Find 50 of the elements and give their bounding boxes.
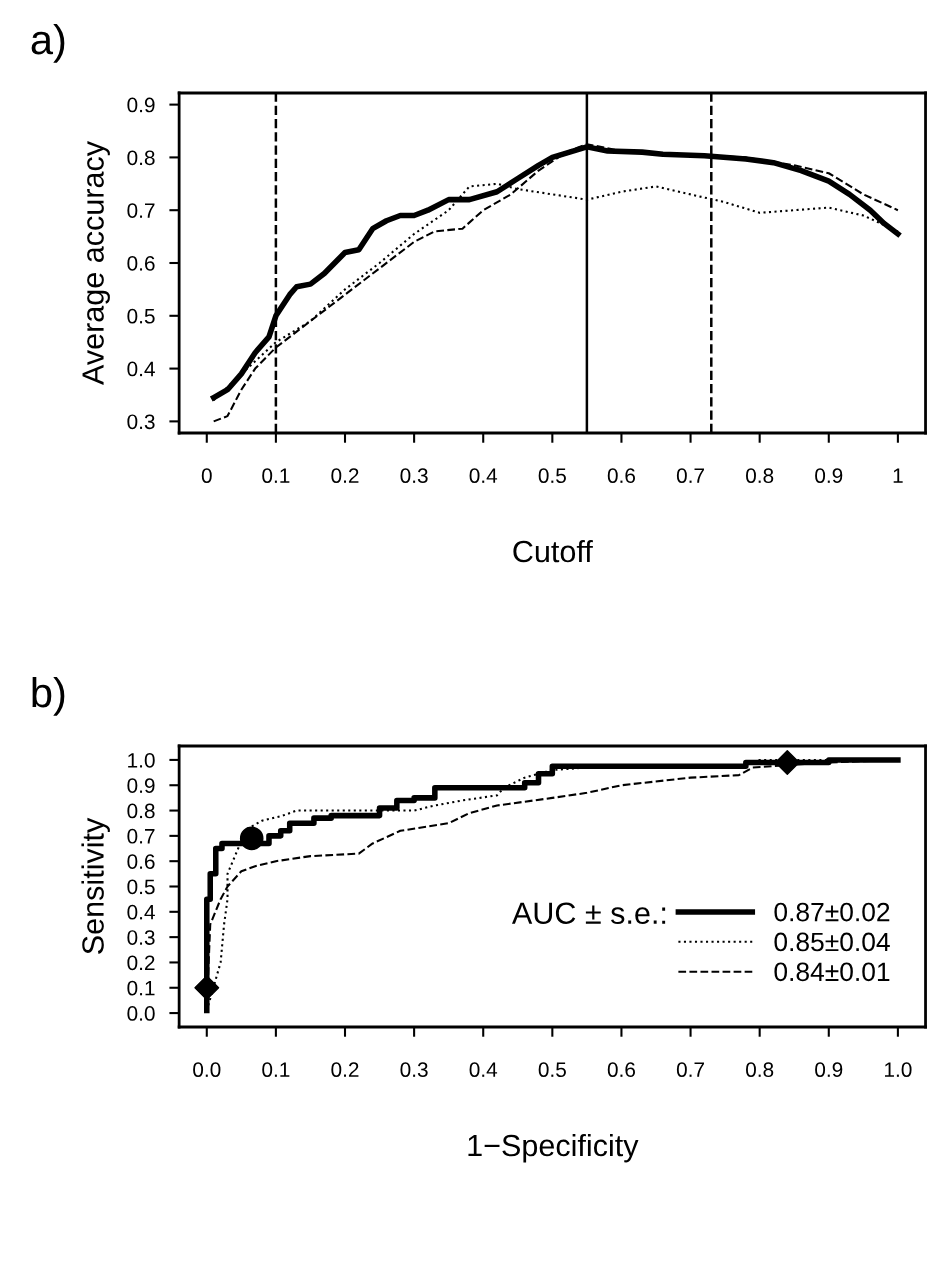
x-tick-label: 1 — [893, 468, 903, 483]
x-tick-label: 0.8 — [746, 468, 774, 484]
x-tick-label: 0.9 — [815, 1062, 843, 1078]
x-tick-label: 0.7 — [676, 468, 704, 484]
x-tick-label: 0.5 — [538, 468, 566, 484]
x-tick-label: 0.6 — [607, 1062, 636, 1078]
y-tick-label: 0.6 — [127, 256, 155, 271]
x-tick-label: 0.8 — [746, 1062, 774, 1078]
x-tick-label: 0 — [201, 468, 212, 484]
y-tick-label: 0.5 — [127, 879, 155, 895]
x-tick-label: 0.4 — [469, 1062, 498, 1078]
y-tick-label: 0.7 — [127, 203, 155, 218]
y-tick-label: 1.0 — [128, 752, 155, 768]
y-tick-label: 0.4 — [127, 361, 155, 377]
x-tick-label: 0.4 — [469, 468, 498, 484]
x-tick-label: 0.1 — [262, 468, 290, 484]
y-axis-title: Sensitivity — [81, 817, 110, 954]
x-tick-label: 1.0 — [885, 1062, 912, 1078]
legend-title: AUC ± s.e.: — [511, 902, 666, 925]
x-tick-label: 0.3 — [400, 468, 428, 484]
x-tick-label: 0.1 — [262, 1062, 290, 1078]
y-tick-label: 0.5 — [127, 308, 155, 324]
legend-label: 0.84±0.01 — [774, 962, 890, 982]
x-tick-label: 0.6 — [607, 468, 636, 484]
x-tick-label: 0.5 — [538, 1062, 566, 1078]
y-tick-label: 0.1 — [127, 980, 155, 996]
x-axis-title: Cutoff — [513, 539, 593, 563]
x-axis-title: 1−Specificity — [468, 1133, 639, 1163]
y-tick-label: 0.6 — [127, 854, 155, 869]
y-tick-label: 0.8 — [127, 803, 155, 819]
x-tick-label: 0.2 — [331, 1062, 359, 1078]
y-tick-label: 0.9 — [127, 778, 155, 793]
y-axis-title: Average accuracy — [82, 141, 110, 385]
y-tick-label: 0.9 — [127, 97, 155, 113]
x-tick-label: 0.3 — [400, 1062, 428, 1078]
legend-label: 0.85±0.04 — [774, 932, 890, 952]
chart-title: a) — [31, 23, 65, 63]
y-tick-label: 0.4 — [127, 904, 155, 920]
y-tick-label: 0.8 — [127, 150, 155, 166]
x-tick-label: 0.2 — [331, 468, 359, 484]
x-tick-label: 0.7 — [676, 1062, 704, 1078]
x-tick-label: 0.9 — [815, 468, 843, 484]
y-tick-label: 0.3 — [127, 414, 155, 430]
y-tick-label: 0.2 — [127, 955, 155, 971]
y-tick-label: 0.7 — [127, 828, 155, 844]
y-tick-label: 0.0 — [127, 1006, 155, 1021]
legend-label: 0.87±0.02 — [774, 902, 890, 922]
x-tick-label: 0.0 — [193, 1062, 221, 1078]
y-tick-label: 0.3 — [127, 930, 155, 945]
chart-title: b) — [32, 676, 65, 716]
